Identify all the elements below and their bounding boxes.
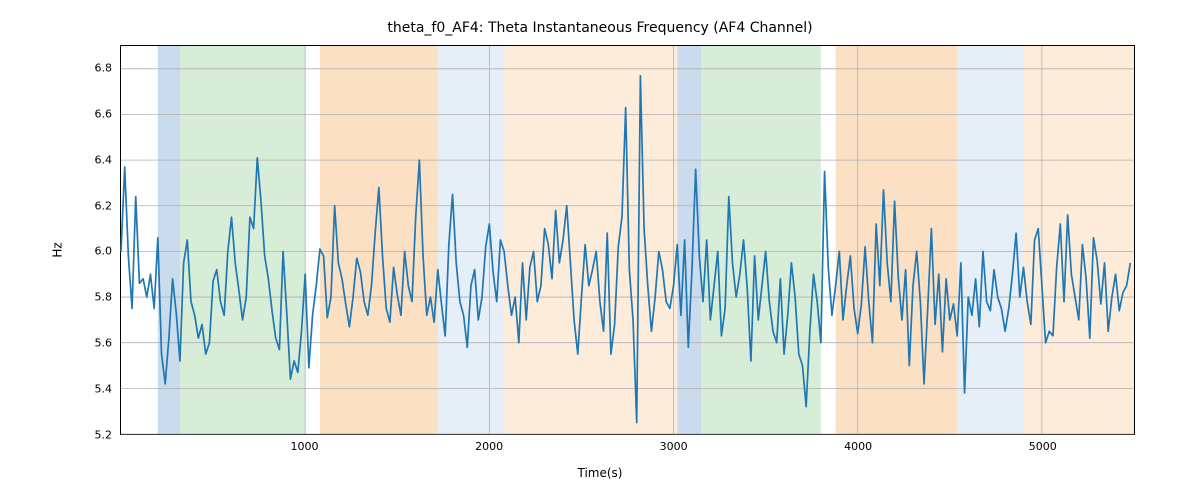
band-region bbox=[677, 46, 701, 434]
band-region bbox=[180, 46, 305, 434]
band-region bbox=[957, 46, 1023, 434]
x-tick-label: 2000 bbox=[475, 440, 503, 453]
x-tick-label: 4000 bbox=[844, 440, 872, 453]
chart-title: theta_f0_AF4: Theta Instantaneous Freque… bbox=[0, 20, 1200, 36]
x-tick-label: 5000 bbox=[1029, 440, 1057, 453]
band-region bbox=[438, 46, 504, 434]
bands-group bbox=[158, 46, 1134, 434]
y-axis-label: Hz bbox=[51, 242, 65, 257]
figure: theta_f0_AF4: Theta Instantaneous Freque… bbox=[0, 0, 1200, 500]
band-region bbox=[1023, 46, 1134, 434]
plot-svg bbox=[121, 46, 1134, 434]
x-tick-label: 1000 bbox=[291, 440, 319, 453]
plot-area bbox=[120, 45, 1135, 435]
x-axis-label: Time(s) bbox=[0, 466, 1200, 480]
x-tick-label: 3000 bbox=[660, 440, 688, 453]
band-region bbox=[158, 46, 180, 434]
band-region bbox=[504, 46, 677, 434]
